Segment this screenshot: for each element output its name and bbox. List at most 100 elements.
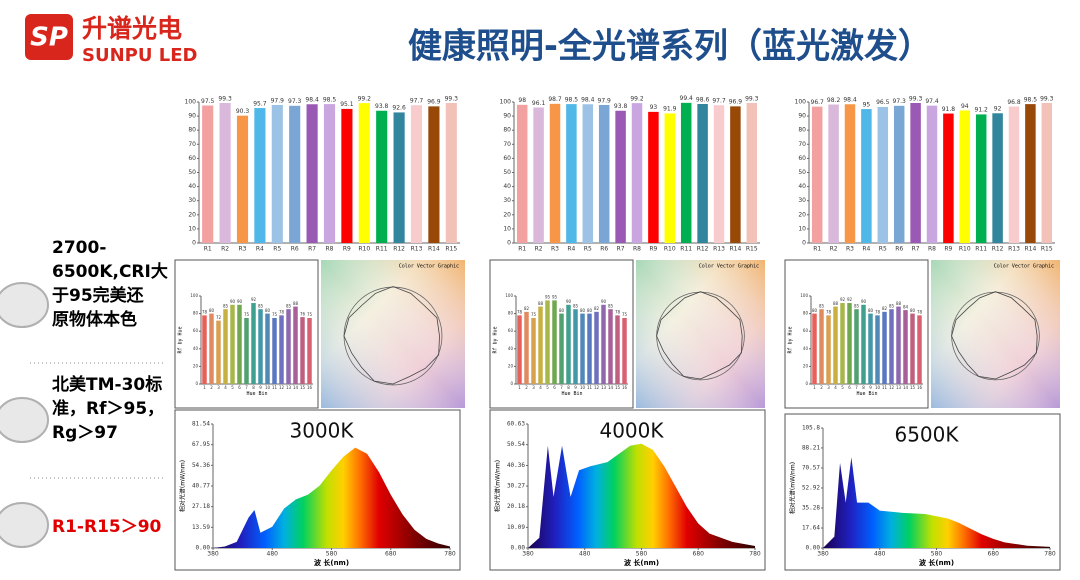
x-tick-label: R4: [256, 246, 264, 253]
y-axis-label: 相对光谱(mW/nm): [789, 462, 797, 514]
y-tick-label: 0: [805, 381, 808, 386]
bar: [910, 313, 915, 384]
logo-mark: [25, 14, 73, 60]
bar: [889, 309, 894, 384]
bar: [219, 102, 231, 243]
x-tick-label: R2: [221, 246, 229, 253]
y-tick-label: 50: [798, 169, 806, 176]
x-tick-label: 11: [587, 385, 593, 390]
value-label: 85: [819, 303, 825, 308]
x-tick-label: R8: [633, 246, 641, 253]
x-tick-label: R7: [308, 246, 316, 253]
y-axis-label: 相对光谱(mW/nm): [494, 460, 502, 512]
bar: [517, 315, 522, 384]
value-label: 92.6: [392, 105, 406, 112]
value-label: 88: [293, 301, 299, 306]
bar: [306, 104, 318, 243]
value-label: 75: [307, 312, 313, 317]
bullet-text: 准，Rf＞95，: [52, 399, 164, 419]
x-tick-label: 7: [855, 385, 858, 390]
bar: [358, 103, 370, 244]
y-tick-label: 10: [188, 225, 196, 232]
y-tick-label: 35.28: [802, 504, 820, 511]
x-tick-label: R3: [239, 246, 247, 253]
y-tick-label: 27.18: [192, 503, 210, 510]
x-tick-label: 8: [252, 385, 255, 390]
bar: [975, 114, 987, 244]
spectrum-area: [213, 447, 450, 548]
x-tick-label: 14: [293, 385, 299, 390]
x-tick-label: 1: [518, 385, 521, 390]
value-label: 99.2: [630, 95, 644, 102]
bar: [903, 310, 908, 384]
bar: [917, 315, 922, 384]
logo: SP 升谱光电 SUNPU LED: [25, 14, 197, 66]
value-label: 80: [587, 308, 593, 313]
x-tick-label: R4: [862, 246, 870, 253]
y-tick-label: 10.09: [507, 524, 525, 531]
value-label: 95: [545, 295, 551, 300]
y-tick-label: 20: [188, 211, 196, 218]
bar: [307, 318, 312, 384]
x-tick-label: R9: [649, 246, 657, 253]
bar: [594, 311, 599, 384]
x-tick-label: 16: [307, 385, 313, 390]
value-label: 99.3: [218, 95, 232, 102]
bullet-text: R1-R15＞90: [52, 517, 162, 537]
test-polygon: [951, 291, 1038, 380]
x-tick-label: 6: [238, 385, 241, 390]
x-tick-label: R1: [813, 246, 821, 253]
bar: [746, 102, 758, 243]
value-label: 82: [594, 306, 600, 311]
x-tick-label: 3: [217, 385, 220, 390]
y-axis-label: Rf by Hue: [788, 326, 794, 353]
y-tick-label: 70: [188, 141, 196, 148]
value-label: 80: [559, 308, 565, 313]
x-tick-label: R7: [617, 246, 625, 253]
value-label: 78: [917, 310, 923, 315]
bar: [615, 315, 620, 384]
x-axis-label: Hue Bin: [856, 391, 877, 397]
value-label: 78: [826, 310, 832, 315]
bar: [697, 103, 708, 243]
y-tick-label: 90: [503, 113, 511, 120]
value-label: 99.2: [358, 95, 372, 102]
bar: [861, 109, 872, 243]
y-tick-label: 70: [798, 141, 806, 148]
y-tick-label: 100: [185, 99, 197, 106]
value-label: 97.3: [288, 98, 302, 105]
bar: [566, 304, 571, 384]
x-tick-label: 13: [896, 385, 902, 390]
value-label: 75: [272, 312, 278, 317]
y-tick-label: 80: [803, 311, 809, 316]
value-label: 92: [847, 297, 853, 302]
value-label: 91.2: [975, 107, 989, 114]
test-polygon: [656, 291, 743, 380]
x-tick-label: R6: [600, 246, 608, 253]
y-tick-label: 0: [192, 240, 196, 247]
value-label: 96.1: [532, 100, 546, 107]
value-label: 90: [237, 299, 243, 304]
value-label: 96.9: [427, 99, 441, 106]
x-tick-label: 12: [594, 385, 600, 390]
x-tick-label: R10: [664, 246, 676, 253]
bar: [258, 309, 263, 384]
bar: [202, 315, 207, 384]
bar: [811, 106, 823, 243]
bar: [622, 318, 627, 384]
vector-graphic-title: Color Vector Graphic: [699, 264, 759, 270]
x-tick-label: 780: [749, 551, 761, 558]
value-label: 91.9: [663, 106, 677, 113]
bullet-shape: [0, 502, 49, 548]
y-tick-label: 30.27: [507, 483, 525, 490]
bar: [875, 315, 880, 384]
x-tick-label: 7: [245, 385, 248, 390]
value-label: 78: [517, 310, 523, 315]
test-polygon: [343, 286, 440, 385]
x-tick-label: R2: [535, 246, 543, 253]
y-tick-label: 60: [803, 328, 809, 333]
value-label: 85: [223, 303, 229, 308]
y-tick-label: 60: [503, 155, 511, 162]
value-label: 82: [882, 306, 888, 311]
value-label: 97.4: [925, 98, 939, 105]
